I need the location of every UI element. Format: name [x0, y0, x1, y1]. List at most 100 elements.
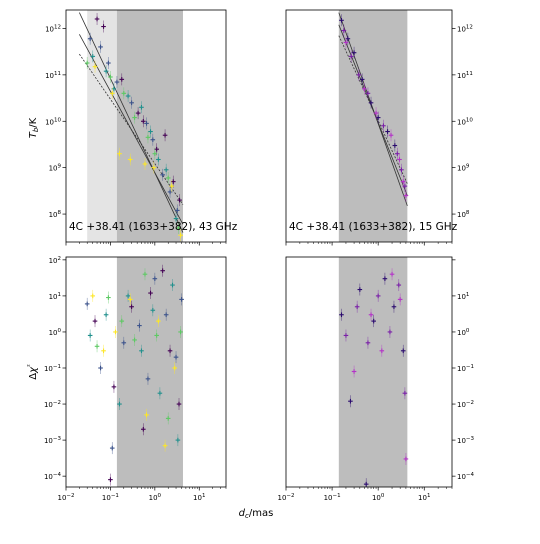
y-tick-label: 1012	[457, 24, 473, 33]
data-point	[343, 329, 349, 342]
data-point	[165, 171, 171, 184]
data-point	[170, 279, 175, 292]
x-tick-label: 101	[193, 493, 205, 502]
data-point	[403, 452, 409, 465]
data-point	[137, 319, 142, 332]
data-point	[162, 439, 168, 452]
data-point	[174, 204, 180, 217]
data-point	[156, 153, 161, 166]
data-point	[106, 57, 111, 70]
data-point	[356, 68, 362, 81]
data-point	[403, 189, 409, 202]
data-point	[129, 300, 134, 313]
data-point	[160, 168, 165, 181]
data-point	[176, 398, 182, 411]
x-tick-label: 101	[418, 493, 430, 502]
y-tick-label: 109	[49, 164, 62, 173]
data-point	[148, 125, 153, 138]
shaded-band	[116, 257, 183, 487]
data-point	[127, 153, 133, 166]
data-point	[121, 87, 127, 100]
data-point	[152, 147, 158, 160]
axes-frame	[65, 256, 227, 488]
data-point	[167, 344, 173, 357]
data-point	[165, 412, 171, 425]
data-point	[173, 212, 179, 225]
y-tick-label: 101	[49, 292, 61, 301]
data-point	[394, 147, 400, 160]
data-point	[141, 115, 146, 128]
data-point	[177, 194, 182, 207]
data-point	[397, 293, 403, 306]
panel-top-right: 108 109 1010 1011 1012 4C +38.41 (1633+382), …	[285, 9, 473, 246]
data-point	[119, 315, 125, 328]
data-point	[391, 300, 397, 313]
data-point	[339, 14, 344, 27]
data-point	[142, 157, 148, 170]
data-point	[368, 308, 374, 321]
y-tick-label: 10−3	[457, 436, 475, 445]
data-point	[169, 180, 175, 193]
data-point	[178, 229, 183, 242]
shaded-band	[338, 10, 408, 242]
data-point	[385, 125, 390, 138]
y-tick-label: 108	[49, 210, 62, 219]
x-tick-label: 10−2	[57, 493, 74, 502]
x-tick-label: 10−1	[102, 493, 119, 502]
data-point	[90, 289, 96, 302]
data-point	[106, 291, 111, 304]
data-point	[117, 147, 122, 160]
data-point	[84, 57, 90, 70]
data-point	[87, 329, 93, 342]
data-point	[156, 315, 161, 328]
data-point	[98, 40, 103, 53]
data-point	[375, 289, 381, 302]
y-tick-label: 10−1	[457, 364, 474, 373]
panel-bottom-right: 10−2 10−1 100 101 10−4 10−3 10−2 10−1 100 101	[277, 256, 475, 502]
panel-bottom-left: 10−2 10−1 100 101 10−4 10−3 10−2 10−1 100 101 102	[44, 256, 227, 502]
y-tick-label: 102	[49, 256, 61, 265]
data-point	[152, 272, 158, 285]
data-point	[176, 222, 181, 235]
data-point	[114, 76, 120, 89]
data-point	[341, 24, 347, 37]
data-point	[150, 304, 156, 317]
axes-frame	[285, 256, 453, 488]
data-point	[142, 268, 148, 281]
data-point	[339, 308, 344, 321]
data-point	[101, 344, 106, 357]
data-point	[141, 423, 146, 436]
data-point	[132, 111, 137, 124]
fit-line	[79, 12, 184, 233]
data-point	[162, 129, 168, 142]
data-point	[87, 32, 93, 45]
fit-line	[79, 53, 184, 205]
y-tick-label: 109	[457, 164, 470, 173]
data-point	[145, 131, 151, 144]
data-point	[400, 344, 406, 357]
data-point	[392, 139, 398, 152]
data-point	[103, 65, 109, 78]
y-tick-label: 1011	[457, 71, 473, 80]
data-point	[90, 50, 96, 63]
fit-line	[338, 35, 408, 184]
data-point	[160, 264, 165, 277]
data-point	[145, 372, 151, 385]
data-point	[179, 293, 184, 306]
data-point	[371, 315, 377, 328]
data-point	[389, 268, 395, 281]
data-point	[129, 96, 134, 109]
extra-shaded-region	[87, 10, 117, 242]
data-point	[144, 408, 149, 421]
data-point	[101, 20, 106, 33]
data-point	[361, 82, 367, 95]
y-tick-label: 1011	[45, 71, 61, 80]
axes-frame	[65, 9, 227, 243]
y-axis-label-top: Tb/K	[28, 117, 40, 138]
plot-area	[79, 10, 184, 242]
data-point	[157, 387, 163, 400]
plot-area	[338, 257, 409, 487]
y-tick-label: 101	[457, 292, 469, 301]
